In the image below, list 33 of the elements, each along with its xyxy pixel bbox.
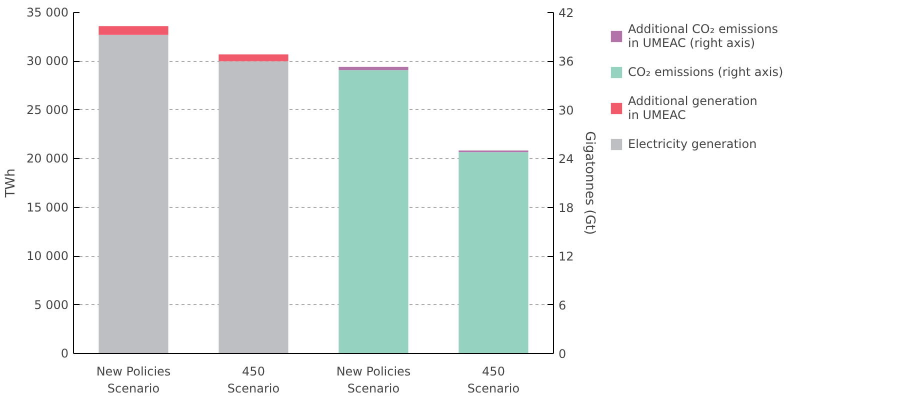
y-axis-title: TWh [4, 168, 19, 199]
x-tick-label: New Policies Scenario [336, 364, 411, 396]
y-tick-label: 20 000 [26, 152, 69, 166]
y-tick-label: 30 000 [26, 54, 69, 68]
bar [338, 66, 408, 70]
y-tick-label: 10 000 [26, 249, 69, 264]
y-tick-label: 25 000 [26, 102, 69, 117]
legend-label: Additional generation in UMEAC [628, 94, 758, 122]
y2-tick-label: 12 [558, 250, 574, 264]
y2-tick-label: 6 [558, 298, 566, 312]
y2-axis-title: Gigatonnes (Gt) [582, 131, 597, 235]
y2-tick-label: 24 [558, 152, 574, 166]
x-tick-label: New Policies Scenario [96, 364, 171, 396]
y2-tick-label: 18 [558, 200, 574, 215]
x-tick-label: 450 Scenario [467, 364, 520, 396]
legend-label: CO₂ emissions (right axis) [628, 64, 784, 80]
bar [338, 70, 408, 354]
y-tick-label: 0 [60, 346, 69, 360]
bar [98, 34, 168, 354]
legend-label: Electricity generation [628, 136, 757, 152]
y2-tick-label: 42 [558, 6, 574, 20]
y2-tick-label: 30 [558, 103, 574, 118]
y-tick-label: 35 000 [26, 6, 69, 20]
legend-label: Additional CO₂ emissions in UMEAC (right axis) [628, 22, 778, 50]
x-tick-label: 450 Scenario [227, 364, 280, 396]
bar [98, 26, 168, 35]
y-tick-label: 5 000 [34, 298, 69, 312]
y-tick-label: 15 000 [26, 200, 69, 214]
bar [458, 152, 528, 354]
bar [218, 61, 288, 354]
bar [218, 54, 288, 62]
y2-tick-label: 36 [558, 54, 574, 69]
y2-tick-label: 0 [558, 347, 566, 361]
